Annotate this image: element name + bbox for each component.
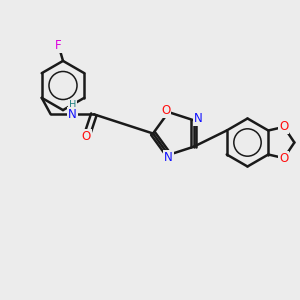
- Text: F: F: [55, 39, 62, 52]
- Text: H: H: [69, 100, 76, 110]
- Text: N: N: [164, 151, 173, 164]
- Text: O: O: [161, 104, 170, 117]
- Text: O: O: [279, 152, 289, 165]
- Text: O: O: [82, 130, 91, 143]
- Text: N: N: [68, 108, 77, 121]
- Text: N: N: [194, 112, 203, 125]
- Text: O: O: [279, 120, 289, 134]
